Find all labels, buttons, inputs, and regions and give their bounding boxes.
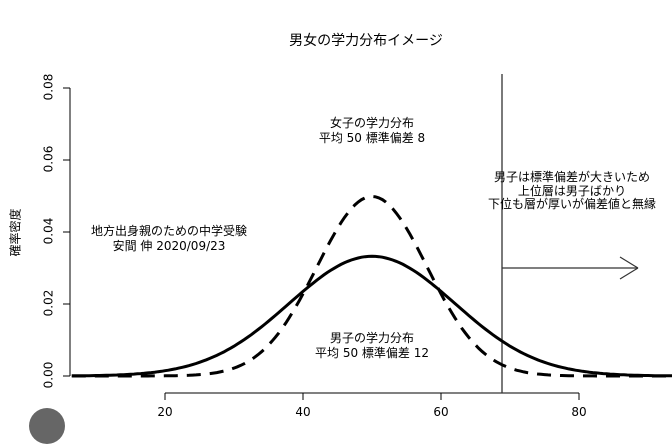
y-tick-0: 0.00	[41, 361, 56, 389]
author-annotation-line2: 安間 伸 2020/09/23	[112, 239, 226, 253]
y-tick-2: 0.04	[41, 217, 56, 245]
avatar-circle[interactable]	[29, 408, 65, 444]
x-tick-80: 80	[571, 405, 587, 419]
x-tick-40: 40	[295, 405, 311, 419]
female-annotation-line2: 平均 50 標準偏差 8	[318, 131, 426, 145]
male-distribution-curve	[71, 254, 672, 378]
x-axis	[164, 392, 580, 400]
chart-canvas	[63, 74, 672, 400]
y-tick-3: 0.06	[41, 145, 56, 173]
male-annotation: 男子の学力分布 平均 50 標準偏差 12	[287, 331, 457, 361]
male-annotation-line1: 男子の学力分布	[329, 331, 414, 345]
y-axis	[63, 87, 71, 377]
x-tick-60: 60	[433, 405, 449, 419]
chart-title: 男女の学力分布イメージ	[289, 33, 443, 49]
y-tick-4: 0.08	[41, 73, 56, 101]
author-annotation-line1: 地方出身親のための中学受験	[90, 224, 247, 238]
female-distribution-curve	[71, 194, 672, 378]
male-annotation-line2: 平均 50 標準偏差 12	[315, 346, 429, 360]
note-annotation-line3: 下位も層が厚いが偏差値と無縁	[487, 197, 656, 211]
female-annotation: 女子の学力分布 平均 50 標準偏差 8	[292, 116, 452, 146]
arrow-icon	[502, 256, 639, 280]
note-annotation-line1: 男子は標準偏差が大きいため	[493, 170, 650, 184]
y-tick-1: 0.02	[41, 289, 56, 317]
y-axis-label: 確率密度	[8, 208, 23, 257]
x-tick-20: 20	[157, 405, 173, 419]
note-annotation: 男子は標準偏差が大きいため 上位層は男子ばかり 下位も層が厚いが偏差値と無縁	[474, 170, 670, 212]
author-annotation: 地方出身親のための中学受験 安間 伸 2020/09/23	[74, 224, 264, 254]
female-annotation-line1: 女子の学力分布	[329, 116, 414, 130]
note-annotation-line2: 上位層は男子ばかり	[517, 183, 627, 198]
